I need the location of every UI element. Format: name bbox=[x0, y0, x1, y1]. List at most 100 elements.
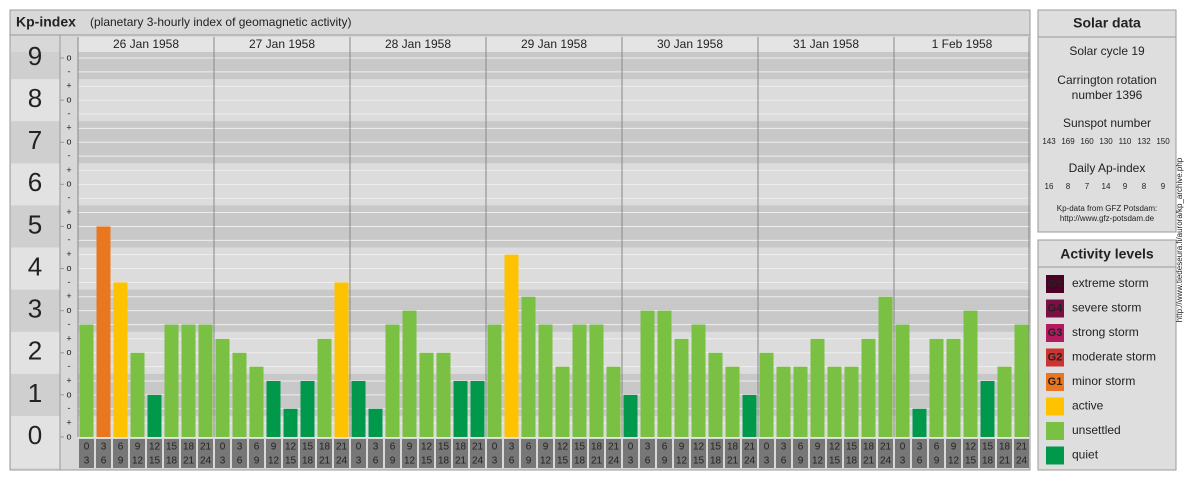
bar bbox=[810, 338, 825, 437]
hour-box bbox=[555, 439, 570, 468]
hour-box bbox=[997, 439, 1012, 468]
legend-label: minor storm bbox=[1072, 374, 1135, 388]
bar bbox=[521, 296, 536, 437]
hour-label: 9 bbox=[662, 456, 668, 467]
bar bbox=[436, 352, 451, 437]
legend-badge: G2 bbox=[1048, 351, 1063, 363]
hour-label: 24 bbox=[336, 456, 348, 467]
hour-label: 6 bbox=[373, 456, 379, 467]
hour-box bbox=[929, 439, 944, 468]
hour-label: 18 bbox=[591, 442, 603, 453]
minor-tick-label: o bbox=[66, 221, 71, 231]
hour-box bbox=[589, 439, 604, 468]
bar bbox=[997, 366, 1012, 437]
hour-label: 24 bbox=[608, 456, 620, 467]
legend-swatch bbox=[1046, 299, 1064, 318]
panel-text: Solar data bbox=[1073, 15, 1141, 31]
hour-label: 12 bbox=[693, 442, 705, 453]
legend-label: strong storm bbox=[1072, 325, 1139, 339]
bar bbox=[538, 324, 553, 437]
bar bbox=[300, 380, 315, 437]
day-label: 30 Jan 1958 bbox=[657, 37, 723, 51]
hour-label: 6 bbox=[237, 456, 243, 467]
panel-text: 110 bbox=[1119, 137, 1132, 146]
solar-panel bbox=[1037, 9, 1177, 233]
bar bbox=[470, 380, 485, 437]
hour-box bbox=[198, 439, 213, 468]
day-label: 1 Feb 1958 bbox=[932, 37, 993, 51]
hour-label: 15 bbox=[149, 456, 161, 467]
legend-swatch bbox=[1046, 422, 1064, 440]
panel-text: 9 bbox=[1123, 182, 1128, 191]
hour-box bbox=[334, 439, 349, 468]
hour-label: 12 bbox=[268, 456, 280, 467]
y-tick-label: 4 bbox=[28, 251, 42, 281]
minor-tick-label: o bbox=[66, 179, 71, 189]
minor-tick-label: + bbox=[66, 333, 71, 343]
y-tick-label: 5 bbox=[28, 209, 42, 239]
bar bbox=[181, 324, 196, 437]
y-band bbox=[11, 52, 60, 80]
hour-label: 15 bbox=[710, 442, 722, 453]
hour-label: 21 bbox=[863, 456, 875, 467]
legend-badge: G1 bbox=[1048, 376, 1063, 388]
hour-label: 18 bbox=[710, 456, 722, 467]
hour-label: 21 bbox=[336, 442, 348, 453]
hour-box bbox=[351, 439, 366, 468]
hour-box bbox=[402, 439, 417, 468]
bar bbox=[929, 338, 944, 437]
hour-box bbox=[317, 439, 332, 468]
day-label: 27 Jan 1958 bbox=[249, 37, 315, 51]
hour-label: 18 bbox=[574, 456, 586, 467]
bar bbox=[827, 366, 842, 437]
day-label: 28 Jan 1958 bbox=[385, 37, 451, 51]
hour-label: 21 bbox=[727, 456, 739, 467]
hour-label: 3 bbox=[492, 456, 498, 467]
hour-box bbox=[249, 439, 264, 468]
hour-label: 9 bbox=[526, 456, 532, 467]
hour-box bbox=[606, 439, 621, 468]
hour-label: 15 bbox=[982, 442, 994, 453]
day-label: 26 Jan 1958 bbox=[113, 37, 179, 51]
hour-label: 15 bbox=[846, 442, 858, 453]
hour-label: 15 bbox=[421, 456, 433, 467]
minor-tick-label: + bbox=[66, 249, 71, 259]
hour-label: 24 bbox=[880, 456, 892, 467]
legend-swatch bbox=[1046, 275, 1064, 293]
hour-label: 21 bbox=[744, 442, 756, 453]
hour-label: 6 bbox=[118, 442, 124, 453]
hour-label: 12 bbox=[948, 456, 960, 467]
hour-label: 0 bbox=[356, 442, 362, 453]
day-label: 31 Jan 1958 bbox=[793, 37, 859, 51]
legend-label: moderate storm bbox=[1072, 350, 1156, 364]
hour-box bbox=[657, 439, 672, 468]
hour-label: 0 bbox=[900, 442, 906, 453]
y-band bbox=[11, 163, 60, 206]
y-band bbox=[11, 247, 60, 290]
hour-label: 3 bbox=[900, 456, 906, 467]
hour-label: 21 bbox=[455, 456, 467, 467]
y-band bbox=[11, 331, 60, 374]
panel-text: 7 bbox=[1085, 182, 1090, 191]
panel-text: http://www.gfz-potsdam.de bbox=[1060, 214, 1155, 223]
hour-label: 18 bbox=[455, 442, 467, 453]
hour-box bbox=[164, 439, 179, 468]
panel-text: 150 bbox=[1156, 137, 1170, 146]
hour-box bbox=[385, 439, 400, 468]
hour-label: 6 bbox=[917, 456, 923, 467]
bar bbox=[266, 380, 281, 437]
hour-label: 0 bbox=[84, 442, 90, 453]
hour-label: 6 bbox=[645, 456, 651, 467]
minor-tick-label: - bbox=[68, 108, 71, 118]
hour-box bbox=[266, 439, 281, 468]
legend-badge: G5 bbox=[1048, 278, 1063, 290]
hour-label: 9 bbox=[407, 442, 413, 453]
bar bbox=[249, 366, 264, 437]
minor-tick-label: + bbox=[66, 207, 71, 217]
hour-label: 3 bbox=[373, 442, 379, 453]
hour-box bbox=[725, 439, 740, 468]
panel-text: number 1396 bbox=[1072, 88, 1143, 102]
hour-label: 18 bbox=[319, 442, 331, 453]
panel-text: 143 bbox=[1042, 137, 1056, 146]
